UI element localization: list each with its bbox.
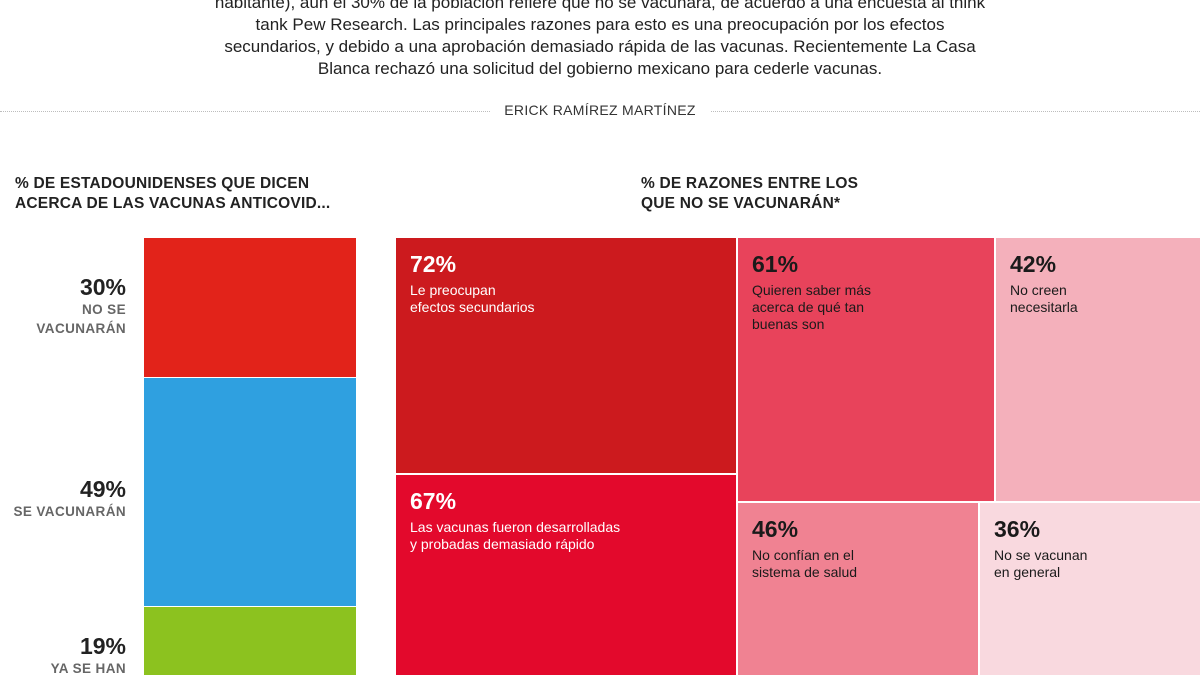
treemap-cell-percent: 61% — [752, 251, 799, 277]
segment-label: VACUNARÁN — [36, 321, 126, 336]
segment-label: YA SE HAN — [50, 660, 126, 676]
treemap-cell-percent: 72% — [410, 251, 457, 277]
stacked-bar — [144, 238, 356, 675]
segment-label: NO SE — [81, 302, 126, 317]
treemap-title: % DE RAZONES ENTRE LOS QUE NO SE VACUNAR… — [641, 174, 858, 214]
treemap-cell-percent: 36% — [994, 516, 1041, 542]
treemap-cell-label: Le preocupan efectos secundarios — [410, 282, 535, 315]
treemap-cell-label: No creen necesitarla — [1010, 282, 1078, 315]
author-byline: ERICK RAMÍREZ MARTÍNEZ — [0, 102, 1200, 120]
treemap-cell-label: No confían en el sistema de salud — [752, 547, 858, 580]
intro-line: tank Pew Research. Las principales razon… — [255, 15, 945, 34]
segment-percent: 49% — [79, 476, 126, 502]
treemap-cell-percent: 42% — [1010, 251, 1057, 277]
title-line: % DE RAZONES ENTRE LOS — [641, 175, 859, 192]
segment-label: SE VACUNARÁN — [13, 504, 126, 519]
title-line: ACERCA DE LAS VACUNAS ANTICOVID... — [15, 195, 331, 212]
stacked-bar-segment — [144, 238, 356, 377]
intro-paragraph: habitante), aún el 30% de la población r… — [150, 0, 1050, 80]
stacked-bar-label: 19% YA SE HAN — [51, 633, 126, 678]
treemap-cell-percent: 67% — [410, 488, 457, 514]
title-line: QUE NO SE VACUNARÁN* — [641, 195, 841, 212]
stacked-bar-segment — [144, 606, 356, 675]
treemap-cell-label: Las vacunas fueron desarrolladas y proba… — [410, 519, 621, 552]
stacked-bar-segment — [144, 378, 356, 606]
stacked-chart-title: % DE ESTADOUNIDENSES QUE DICEN ACERCA DE… — [15, 174, 330, 214]
intro-line: habitante), aún el 30% de la población r… — [214, 0, 986, 12]
treemap-cell: 72% Le preocupan efectos secundarios — [396, 238, 736, 473]
intro-line: Blanca rechazó una solicitud del gobiern… — [317, 59, 883, 78]
treemap: 72% Le preocupan efectos secundarios 67% La… — [396, 238, 1200, 675]
title-line: % DE ESTADOUNIDENSES QUE DICEN — [15, 175, 310, 192]
treemap-cell: 42% No creen necesitarla — [996, 238, 1200, 501]
treemap-cell: 36% No se vacunan en general — [980, 503, 1200, 675]
treemap-cell-label: No se vacunan en general — [994, 547, 1088, 580]
treemap-cell: 67% Las vacunas fueron desarrolladas y pr… — [396, 475, 736, 675]
segment-percent: 30% — [79, 274, 126, 300]
stacked-bar-label: 49% SE VACUNARÁN — [13, 476, 126, 521]
treemap-cell-percent: 46% — [752, 516, 799, 542]
segment-percent: 19% — [79, 632, 126, 659]
treemap-cell: 61% Quieren saber más acerca de qué tan b… — [738, 238, 994, 501]
intro-line: secundarios, y debido a una aprobación d… — [224, 37, 976, 56]
treemap-cell-label: Quieren saber más acerca de qué tan buen… — [752, 282, 872, 332]
stacked-bar-label: 30% NO SE VACUNARÁN — [36, 274, 126, 338]
author-name: ERICK RAMÍREZ MARTÍNEZ — [490, 102, 710, 118]
treemap-cell: 46% No confían en el sistema de salud — [738, 503, 978, 675]
